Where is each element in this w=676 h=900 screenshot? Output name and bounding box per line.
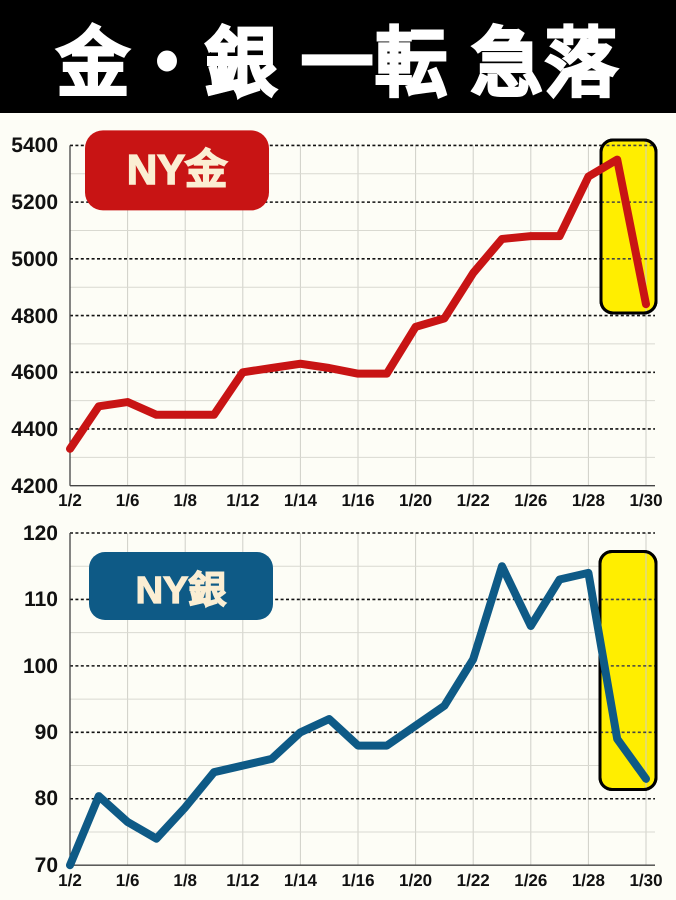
svg-text:1/2: 1/2 bbox=[58, 871, 82, 890]
svg-text:5400: 5400 bbox=[11, 134, 58, 157]
svg-text:1/14: 1/14 bbox=[284, 871, 318, 890]
svg-text:5200: 5200 bbox=[11, 191, 58, 214]
svg-text:4600: 4600 bbox=[11, 361, 58, 384]
svg-text:4200: 4200 bbox=[11, 475, 58, 498]
svg-text:80: 80 bbox=[35, 787, 58, 810]
svg-text:1/16: 1/16 bbox=[341, 871, 374, 890]
svg-text:1/26: 1/26 bbox=[514, 871, 547, 890]
svg-text:110: 110 bbox=[24, 588, 58, 611]
svg-text:5000: 5000 bbox=[11, 248, 58, 271]
svg-text:NY金: NY金 bbox=[127, 146, 228, 193]
svg-text:1/6: 1/6 bbox=[116, 871, 140, 890]
svg-text:1/8: 1/8 bbox=[173, 871, 197, 890]
svg-text:4400: 4400 bbox=[11, 418, 58, 441]
svg-text:NY銀: NY銀 bbox=[136, 570, 227, 612]
svg-text:120: 120 bbox=[23, 522, 58, 545]
svg-text:1/30: 1/30 bbox=[629, 871, 662, 890]
svg-text:4800: 4800 bbox=[11, 305, 58, 328]
svg-text:90: 90 bbox=[35, 721, 58, 744]
svg-text:1/28: 1/28 bbox=[572, 871, 605, 890]
svg-text:100: 100 bbox=[23, 655, 58, 678]
svg-text:1/12: 1/12 bbox=[226, 871, 259, 890]
svg-text:70: 70 bbox=[35, 854, 58, 877]
svg-text:1/22: 1/22 bbox=[457, 871, 490, 890]
svg-text:1/20: 1/20 bbox=[399, 871, 432, 890]
